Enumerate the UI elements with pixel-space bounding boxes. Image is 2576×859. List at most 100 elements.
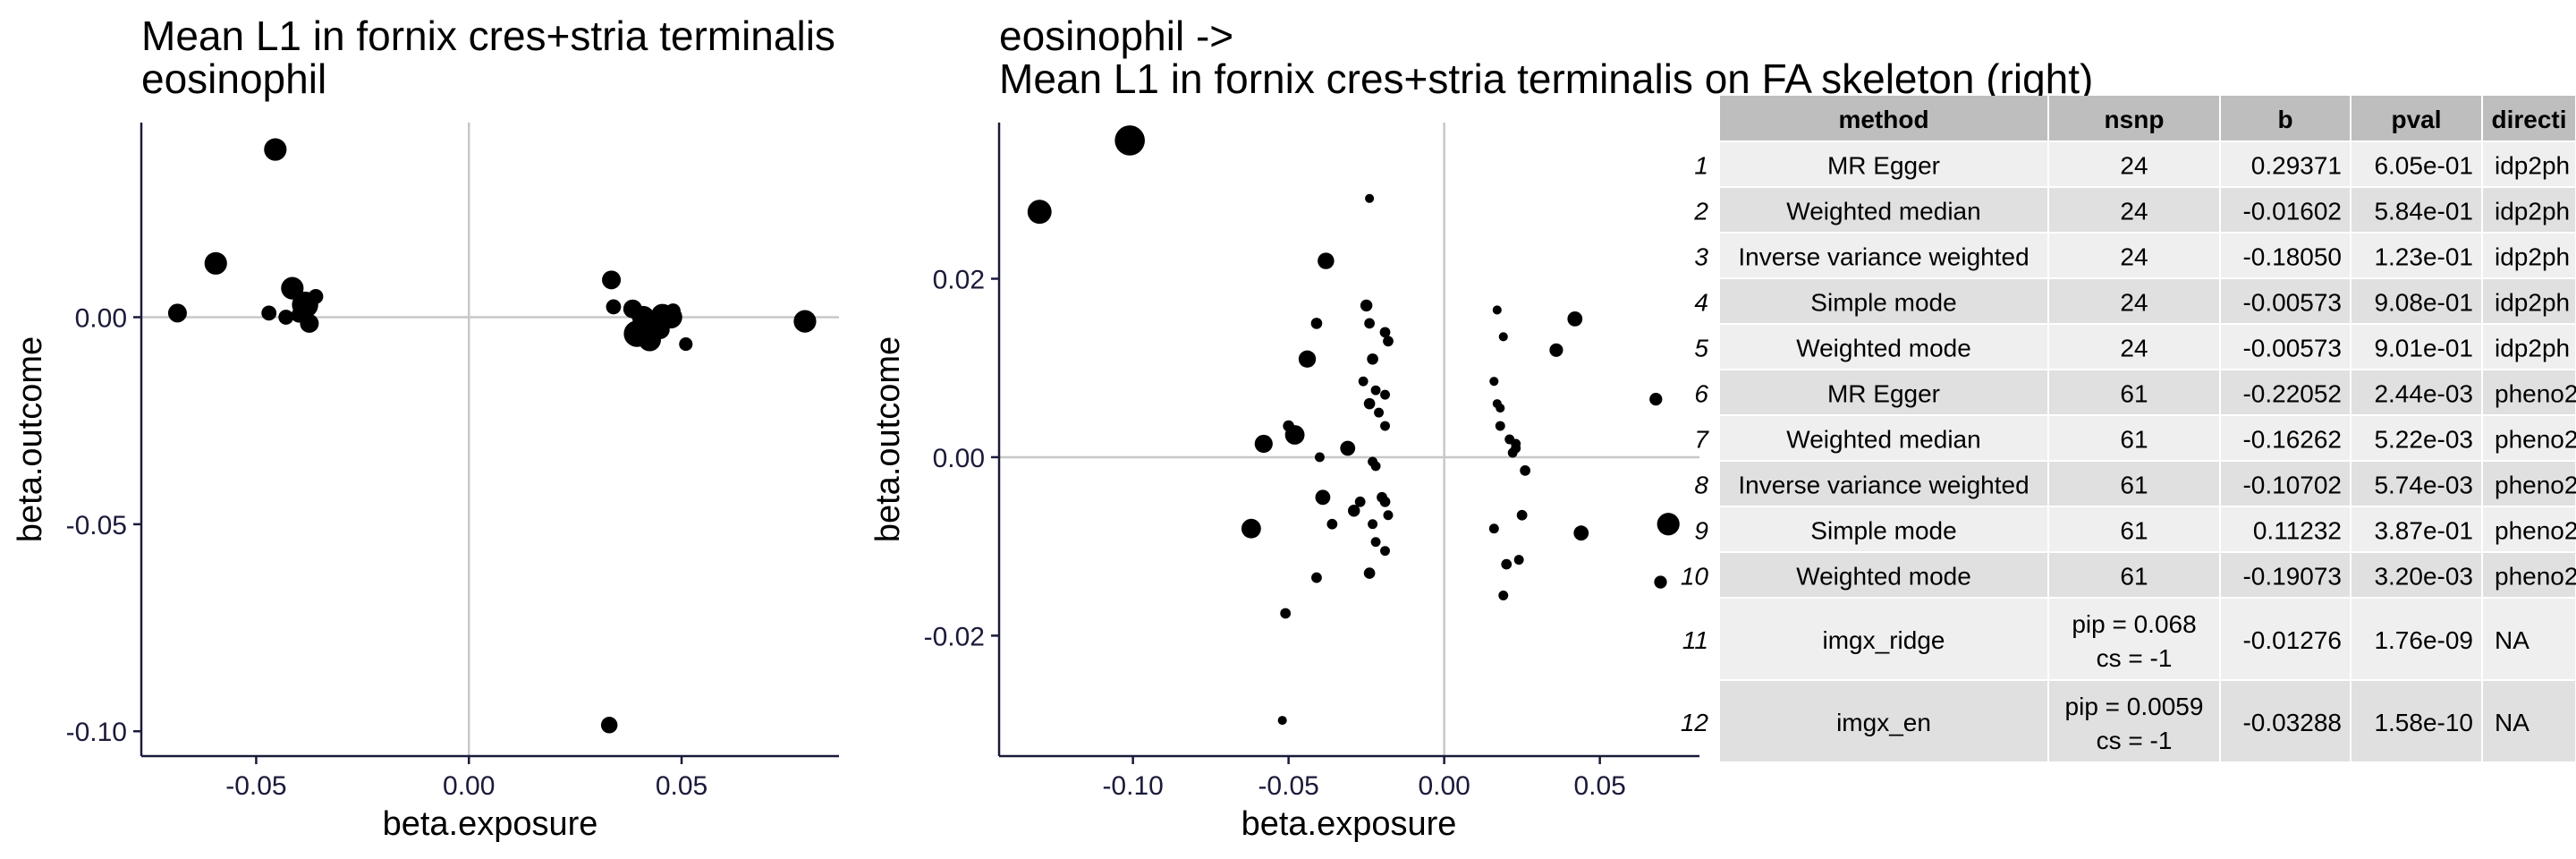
data-point bbox=[1498, 332, 1508, 342]
table-b: -0.00573 bbox=[2242, 335, 2342, 362]
table-pval: 5.84e-01 bbox=[2374, 198, 2473, 225]
data-point bbox=[300, 313, 319, 333]
table-nsnp: cs = -1 bbox=[2097, 644, 2173, 672]
table-b: 0.29371 bbox=[2251, 152, 2342, 180]
data-point bbox=[261, 305, 277, 321]
table-cell bbox=[2351, 416, 2481, 460]
table-pval: 3.87e-01 bbox=[2374, 517, 2473, 545]
data-point bbox=[1380, 421, 1390, 431]
y-tick-label: -0.10 bbox=[66, 718, 127, 747]
data-point bbox=[1318, 252, 1335, 269]
table-cell bbox=[1720, 416, 2047, 460]
table-nsnp: 61 bbox=[2120, 426, 2148, 454]
table-direction: pheno2 bbox=[2495, 563, 2576, 591]
table-cell bbox=[2049, 142, 2219, 186]
table-header-cell bbox=[2351, 96, 2481, 140]
table-cell bbox=[2351, 188, 2481, 232]
table-header-text: pval bbox=[2391, 106, 2441, 133]
table-cell bbox=[2351, 599, 2481, 679]
table-cell bbox=[2483, 234, 2575, 277]
table-direction: pheno2 bbox=[2495, 472, 2576, 499]
table-cell bbox=[2221, 599, 2350, 679]
table-row-id: 4 bbox=[1694, 289, 1708, 317]
chart-title-line1: eosinophil -> bbox=[999, 13, 1233, 59]
data-point bbox=[1516, 509, 1528, 521]
table-cell bbox=[2351, 370, 2481, 414]
table-cell bbox=[2049, 599, 2219, 679]
table-nsnp: 24 bbox=[2120, 289, 2148, 317]
data-point bbox=[1241, 518, 1261, 539]
table-cell bbox=[2351, 553, 2481, 597]
table-nsnp: 61 bbox=[2120, 472, 2148, 499]
data-point bbox=[1489, 377, 1499, 387]
data-point bbox=[1326, 518, 1338, 530]
y-tick-label: -0.05 bbox=[66, 511, 127, 540]
chart-title-line2: Mean L1 in fornix cres+stria terminalis … bbox=[999, 55, 2093, 102]
table-cell bbox=[1720, 370, 2047, 414]
data-point bbox=[1368, 519, 1378, 530]
table-direction: pheno2 bbox=[2495, 380, 2576, 408]
table-cell bbox=[2221, 188, 2350, 232]
table-pval: 9.08e-01 bbox=[2374, 289, 2473, 317]
data-point bbox=[1549, 343, 1563, 357]
data-point bbox=[793, 310, 817, 333]
data-point bbox=[600, 717, 618, 734]
data-point bbox=[1370, 537, 1381, 548]
table-cell bbox=[2483, 279, 2575, 323]
table-cell bbox=[1720, 325, 2047, 369]
table-cell bbox=[1720, 507, 2047, 551]
data-point bbox=[1363, 567, 1376, 579]
data-point bbox=[1277, 716, 1287, 726]
table-cell bbox=[2351, 462, 2481, 506]
table-pval: 1.76e-09 bbox=[2374, 626, 2473, 654]
table-direction: idp2ph bbox=[2495, 243, 2570, 271]
scatter-panel-middle: -0.10 -0.05 0.00 0.05 0.02 0.00 -0.02 beta.expo… bbox=[869, 13, 2093, 843]
table-cell bbox=[2049, 507, 2219, 551]
table-header-cell bbox=[2483, 96, 2575, 140]
data-point bbox=[1254, 434, 1273, 454]
table-cell bbox=[2221, 507, 2350, 551]
table-direction: pheno2 bbox=[2495, 426, 2576, 454]
table-cell bbox=[1720, 553, 2047, 597]
table-nsnp: 24 bbox=[2120, 335, 2148, 362]
data-point bbox=[679, 337, 693, 352]
table-method: Weighted median bbox=[1786, 426, 1980, 454]
table-method: Weighted median bbox=[1786, 198, 1980, 225]
table-cell bbox=[2049, 370, 2219, 414]
y-tick-label: 0.00 bbox=[933, 444, 985, 473]
table-cell bbox=[2049, 416, 2219, 460]
table-method: MR Egger bbox=[1827, 152, 1940, 180]
data-point bbox=[1363, 397, 1376, 410]
data-point bbox=[1280, 608, 1292, 619]
table-pval: 5.74e-03 bbox=[2374, 472, 2473, 499]
table-method: imgx_en bbox=[1836, 709, 1931, 736]
table-cell bbox=[2351, 507, 2481, 551]
data-point bbox=[1311, 572, 1322, 583]
table-method: Simple mode bbox=[1810, 517, 1956, 545]
x-axis-label: beta.exposure bbox=[383, 805, 598, 843]
data-point bbox=[1520, 465, 1530, 476]
y-tick-label: 0.00 bbox=[75, 303, 127, 333]
data-point bbox=[1310, 318, 1323, 329]
table-cell bbox=[1720, 188, 2047, 232]
data-point bbox=[665, 303, 681, 319]
data-point bbox=[204, 251, 227, 275]
table-cell bbox=[2221, 325, 2350, 369]
table-nsnp: 24 bbox=[2120, 152, 2148, 180]
table-cell bbox=[2483, 507, 2575, 551]
table-pval: 6.05e-01 bbox=[2374, 152, 2473, 180]
data-point bbox=[1492, 305, 1502, 315]
table-cell bbox=[2351, 681, 2481, 761]
table-nsnp: 24 bbox=[2120, 198, 2148, 225]
table-cell bbox=[2049, 188, 2219, 232]
data-point bbox=[1348, 505, 1360, 517]
table-method: Inverse variance weighted bbox=[1738, 243, 2029, 271]
table-header-text: nsnp bbox=[2105, 106, 2165, 133]
data-point bbox=[1354, 496, 1366, 507]
x-tick-label: 0.00 bbox=[443, 771, 495, 801]
x-tick-label: 0.00 bbox=[1418, 771, 1470, 801]
data-point bbox=[1567, 310, 1583, 327]
table-direction: NA bbox=[2495, 709, 2529, 736]
table-b: -0.18050 bbox=[2242, 243, 2342, 271]
